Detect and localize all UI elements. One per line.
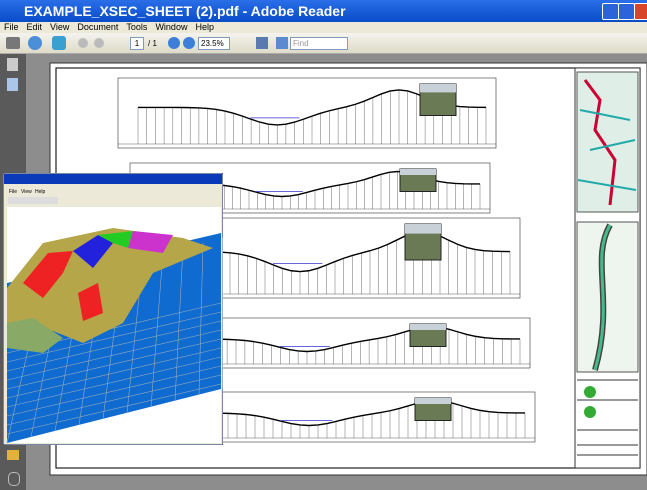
site-photo-sky [405,224,441,234]
map-route [583,79,617,206]
menu-item[interactable]: Window [155,22,188,32]
terrain-zone [23,251,73,298]
logo [584,406,596,418]
attachments-button[interactable] [8,472,20,486]
prev-page-button[interactable] [78,38,88,48]
page-number-input[interactable]: 1 [130,37,144,50]
bookmarks-button[interactable] [7,78,18,91]
fit-page-button[interactable] [256,37,268,49]
fit-width-button[interactable] [276,37,288,49]
grid-line [6,347,222,399]
viewer-menu-item[interactable]: View [21,189,32,195]
grid-line [6,311,222,363]
menu-item[interactable]: File [4,22,19,32]
grid-line [198,242,204,396]
terrain-zone [128,231,173,253]
section-viewer-window: File View Help [3,173,223,445]
viewer-menu-item[interactable]: File [9,189,17,195]
grid-line [150,252,164,408]
find-input[interactable]: Find [290,37,348,50]
menu-item[interactable]: Document [77,22,119,32]
email-button[interactable] [28,36,42,50]
terrain-zone [78,283,103,321]
viewer-title-bar [4,174,222,184]
close-button[interactable] [634,3,647,20]
menu-item[interactable]: Edit [26,22,43,32]
terrain-slope [7,318,63,353]
site-photo-sky [415,398,451,404]
menu-item[interactable]: View [50,22,70,32]
menu-item[interactable]: Help [195,22,214,32]
grid-line [174,247,184,402]
menu-item[interactable]: Tools [126,22,148,32]
site-plan [576,221,639,373]
menu-bar: File Edit View Document Tools Window Help [0,22,647,33]
section-frame [117,77,497,149]
grid-line [6,383,222,435]
site-photo-sky [400,169,436,175]
terrain-zone [98,231,133,248]
viewer-toolbar [8,197,58,204]
viewer-menu-item[interactable]: Help [35,189,46,195]
ground-profile [164,325,521,353]
logo [584,386,596,398]
toolbar: 1 / 1 23.5% Find [0,33,647,54]
collaborate-button[interactable] [52,36,66,50]
title-block-rows [577,379,638,456]
grid-line [6,329,222,381]
zoom-input[interactable]: 23.5% [198,37,230,50]
zoom-in-button[interactable] [183,37,195,49]
map-river [577,109,637,191]
next-page-button[interactable] [94,38,104,48]
grid-line [6,320,222,372]
grid-line [6,338,222,390]
site-photo-sky [410,324,446,330]
grid-line [6,365,222,417]
print-button[interactable] [6,37,20,49]
zoom-out-button[interactable] [168,37,180,49]
window-title: EXAMPLE_XSEC_SHEET (2).pdf - Adobe Reade… [24,3,346,19]
page-total: / 1 [148,39,157,48]
grid-line [6,374,222,426]
plan-channel-center [593,224,612,371]
site-photo-sky [420,84,456,93]
title-block [574,67,641,469]
title-bar: EXAMPLE_XSEC_SHEET (2).pdf - Adobe Reade… [0,0,647,22]
pages-button[interactable] [7,58,18,71]
grid-line [6,356,222,408]
terrain-zone [73,235,113,268]
comments-button[interactable] [7,450,19,460]
ground-profile [164,399,526,427]
